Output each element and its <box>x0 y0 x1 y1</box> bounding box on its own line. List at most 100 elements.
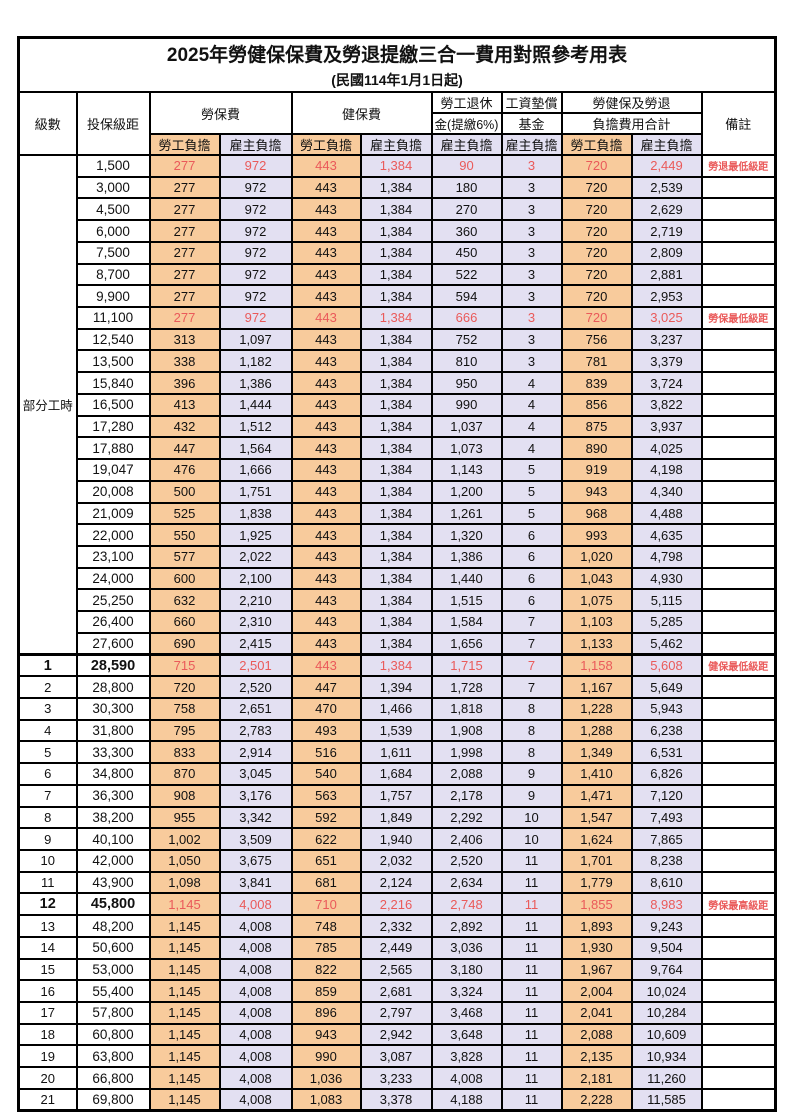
page-title: 2025年勞健保保費及勞退提繳三合一費用對照參考用表 <box>166 45 628 66</box>
remark-cell <box>700 805 777 830</box>
value-cell: 1,855 <box>560 892 633 917</box>
value-cell: 11 <box>500 1044 563 1069</box>
value-cell: 1,394 <box>359 675 433 699</box>
value-cell: 10 <box>500 827 563 851</box>
page-subtitle: (民國114年1月1日起) <box>331 72 463 88</box>
bracket-cell: 42,000 <box>75 849 151 873</box>
subheader-employee: 勞工負擔 <box>148 133 221 156</box>
value-cell: 1,384 <box>359 414 433 439</box>
level-cell: 5 <box>17 740 78 765</box>
value-cell: 1,466 <box>359 696 433 721</box>
value-cell: 1,547 <box>560 805 633 830</box>
col-header-remark: 備註 <box>700 91 777 156</box>
level-cell: 9 <box>17 827 78 851</box>
value-cell: 822 <box>290 957 362 982</box>
premium-table: 2025年勞健保保費及勞退提繳三合一費用對照參考用表 (民國114年1月1日起)… <box>17 36 778 1113</box>
table-row: 17,280 432 1,512 443 1,384 1,037 4 875 3,937 <box>19 414 777 439</box>
value-cell: 4,008 <box>218 1001 293 1025</box>
value-cell: 10,024 <box>630 979 703 1004</box>
value-cell: 2,809 <box>630 240 703 265</box>
remark-cell <box>700 262 777 287</box>
table-row: 16 55,400 1,145 4,008 859 2,681 3,324 11 2,004 10… <box>17 979 777 1004</box>
value-cell: 3 <box>500 219 563 243</box>
bracket-cell: 24,000 <box>75 566 151 591</box>
value-cell: 3 <box>500 154 563 178</box>
value-cell: 1,384 <box>359 219 433 243</box>
table-row: 17,880 447 1,564 443 1,384 1,073 4 890 4,025 <box>19 436 777 461</box>
value-cell: 4,008 <box>430 1066 503 1090</box>
value-cell: 890 <box>560 436 633 461</box>
value-cell: 11 <box>500 1066 563 1090</box>
value-cell: 1,384 <box>359 479 433 504</box>
value-cell: 1,440 <box>430 566 503 591</box>
value-cell: 1,893 <box>560 914 633 938</box>
value-cell: 1,666 <box>218 458 293 482</box>
value-cell: 720 <box>560 306 633 330</box>
value-cell: 443 <box>290 349 362 374</box>
value-cell: 1,037 <box>430 414 503 439</box>
value-cell: 1,512 <box>218 414 293 439</box>
value-cell: 622 <box>290 827 362 851</box>
bracket-cell: 4,500 <box>75 197 151 222</box>
value-cell: 1,145 <box>148 957 221 982</box>
title-block: 2025年勞健保保費及勞退提繳三合一費用對照參考用表 (民國114年1月1日起) <box>17 36 777 93</box>
value-cell: 277 <box>148 284 221 309</box>
value-cell: 3 <box>500 284 563 309</box>
value-cell: 7 <box>500 631 563 656</box>
value-cell: 9 <box>500 783 563 808</box>
table-row: 27,600 690 2,415 443 1,384 1,656 7 1,133 5,462 <box>19 631 777 656</box>
bracket-cell: 57,800 <box>75 1001 151 1025</box>
value-cell: 4,198 <box>630 458 703 482</box>
value-cell: 4 <box>500 371 563 395</box>
value-cell: 2,942 <box>359 1022 433 1047</box>
bracket-cell: 20,008 <box>75 479 151 504</box>
value-cell: 3,378 <box>359 1087 433 1112</box>
bracket-cell: 3,000 <box>75 175 151 200</box>
value-cell: 5 <box>500 501 563 526</box>
value-cell: 277 <box>148 306 221 330</box>
value-cell: 1,384 <box>359 458 433 482</box>
value-cell: 5 <box>500 479 563 504</box>
remark-cell <box>700 458 777 482</box>
value-cell: 2,501 <box>218 653 293 678</box>
remark-cell <box>700 696 777 721</box>
value-cell: 10,934 <box>630 1044 703 1069</box>
table-row: 12,540 313 1,097 443 1,384 752 3 756 3,237 <box>19 327 777 352</box>
value-cell: 2,748 <box>430 892 503 917</box>
value-cell: 9 <box>500 762 563 786</box>
value-cell: 396 <box>148 371 221 395</box>
level-cell: 21 <box>17 1087 78 1112</box>
value-cell: 715 <box>148 653 221 678</box>
value-cell: 1,043 <box>560 566 633 591</box>
table-row: 11,100 277 972 443 1,384 666 3 720 3,025 勞保最低級距 <box>19 306 777 330</box>
subheader-employer: 雇主負擔 <box>218 133 293 156</box>
value-cell: 2,178 <box>430 783 503 808</box>
value-cell: 443 <box>290 566 362 591</box>
remark-cell <box>700 979 777 1004</box>
value-cell: 1,261 <box>430 501 503 526</box>
remark-cell <box>700 566 777 591</box>
value-cell: 1,757 <box>359 783 433 808</box>
value-cell: 5,115 <box>630 588 703 613</box>
remark-cell <box>700 327 777 352</box>
bracket-cell: 12,540 <box>75 327 151 352</box>
value-cell: 1,515 <box>430 588 503 613</box>
value-cell: 1,103 <box>560 610 633 634</box>
value-cell: 3,379 <box>630 349 703 374</box>
remark-cell <box>700 501 777 526</box>
bracket-cell: 38,200 <box>75 805 151 830</box>
value-cell: 1,384 <box>359 154 433 178</box>
value-cell: 600 <box>148 566 221 591</box>
table-row: 6,000 277 972 443 1,384 360 3 720 2,719 <box>19 219 777 243</box>
remark-cell <box>700 631 777 656</box>
bracket-cell: 26,400 <box>75 610 151 634</box>
value-cell: 1,384 <box>359 349 433 374</box>
value-cell: 2,449 <box>630 154 703 178</box>
value-cell: 443 <box>290 197 362 222</box>
value-cell: 1,386 <box>430 544 503 569</box>
table-row: 6 34,800 870 3,045 540 1,684 2,088 9 1,410 6,826 <box>17 762 777 786</box>
table-row: 3,000 277 972 443 1,384 180 3 720 2,539 <box>19 175 777 200</box>
value-cell: 943 <box>560 479 633 504</box>
value-cell: 594 <box>430 284 503 309</box>
table-row: 19 63,800 1,145 4,008 990 3,087 3,828 11 2,135 10… <box>17 1044 777 1069</box>
